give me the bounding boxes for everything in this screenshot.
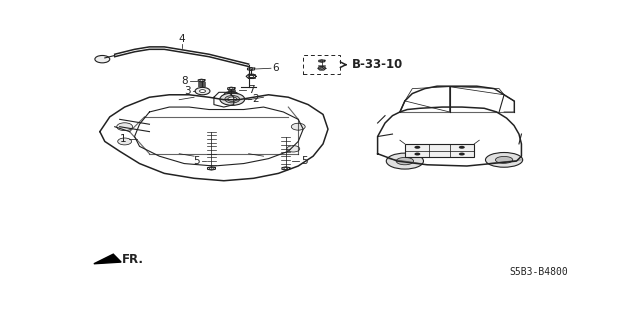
Text: 8: 8 (182, 76, 188, 85)
Circle shape (195, 87, 210, 95)
Text: B-33-10: B-33-10 (352, 58, 403, 71)
Text: 4: 4 (179, 34, 185, 44)
Text: 2: 2 (253, 94, 259, 104)
Circle shape (459, 146, 465, 149)
Circle shape (220, 93, 244, 105)
Polygon shape (94, 254, 121, 264)
Bar (303, 56, 340, 74)
Text: 6: 6 (273, 63, 279, 73)
Ellipse shape (396, 157, 413, 165)
Circle shape (95, 56, 110, 63)
Circle shape (415, 146, 420, 149)
Circle shape (459, 152, 465, 155)
Text: 5: 5 (301, 156, 307, 166)
Bar (405, 144, 474, 157)
Circle shape (291, 123, 305, 130)
Text: S5B3-B4800: S5B3-B4800 (510, 267, 568, 277)
Circle shape (225, 95, 240, 103)
Circle shape (228, 97, 237, 101)
Text: 5: 5 (193, 156, 200, 166)
Text: 1: 1 (120, 134, 127, 144)
Ellipse shape (387, 153, 424, 169)
Text: 3: 3 (184, 86, 191, 96)
Circle shape (224, 92, 239, 99)
Text: 7: 7 (248, 85, 254, 95)
Circle shape (200, 90, 205, 93)
Ellipse shape (495, 156, 513, 163)
Ellipse shape (486, 152, 523, 167)
Circle shape (228, 93, 235, 97)
Circle shape (118, 138, 132, 145)
Text: FR.: FR. (122, 253, 144, 266)
Circle shape (415, 152, 420, 155)
Circle shape (116, 123, 132, 131)
Circle shape (287, 145, 300, 152)
